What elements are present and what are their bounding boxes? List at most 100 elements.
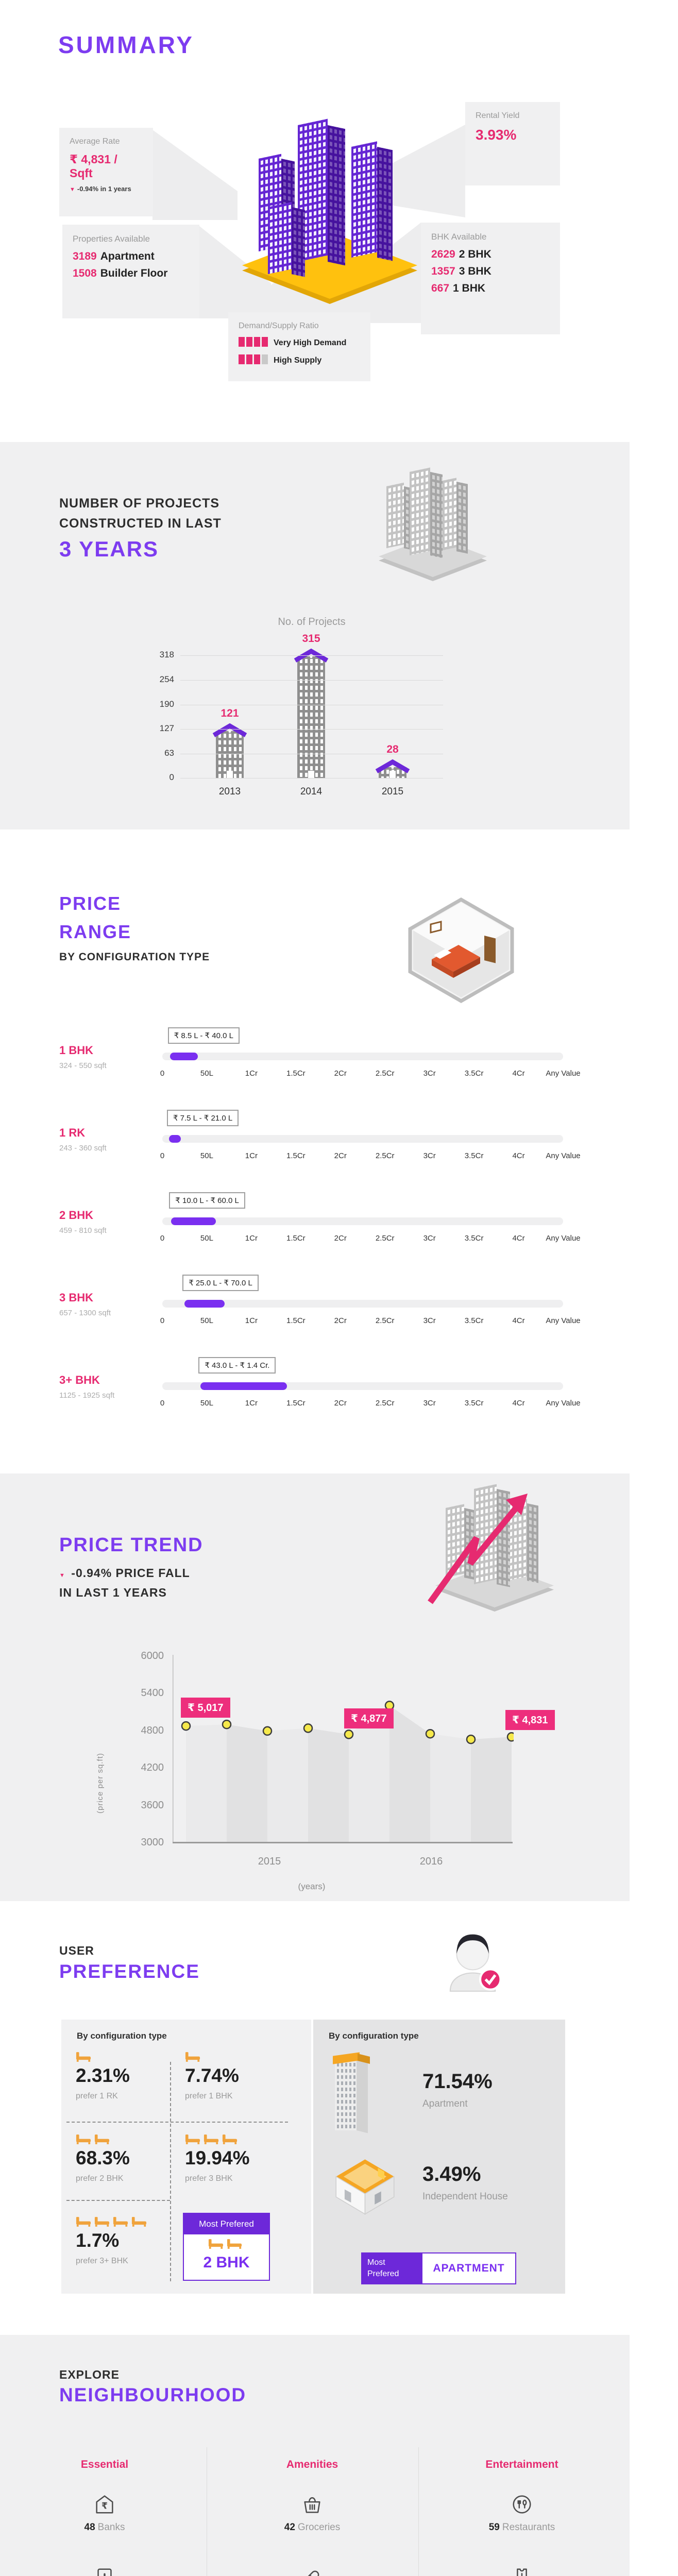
property-preference-panel: By configuration type 71.54% Apartment 3… <box>313 2020 565 2294</box>
supply-text: High Supply <box>274 356 322 365</box>
neighbourhood-item-banks: ₹ 48 Banks <box>4 2493 205 2533</box>
price-scale-label: 3.5Cr <box>464 1234 484 1243</box>
bed-icon <box>208 2239 224 2249</box>
neighbourhood-item-restaurants: 59 Restaurants <box>421 2493 622 2533</box>
price-scale-label: 50L <box>200 1399 213 1408</box>
building-bar <box>379 767 406 778</box>
price-range-slider[interactable] <box>162 1382 563 1390</box>
price-range-slider[interactable] <box>162 1135 563 1143</box>
ratio-block-filled <box>239 337 245 347</box>
pref-label: Apartment <box>422 2098 468 2109</box>
price-scale-label: 4Cr <box>512 1316 525 1325</box>
most-preferred-value: APARTMENT <box>421 2252 516 2284</box>
price-range-fill[interactable] <box>168 1135 181 1143</box>
price-scale-label: 50L <box>200 1234 213 1243</box>
x-tick-label: 2016 <box>419 1856 443 1867</box>
y-tick-label: 0 <box>169 772 174 782</box>
bed-icon <box>76 2052 91 2062</box>
neighbourhood-heading-line2: NEIGHBOURHOOD <box>59 2384 247 2405</box>
pref-cell-1rk: 2.31% prefer 1 RK <box>76 2052 130 2101</box>
x-tick-label: 2014 <box>300 786 323 797</box>
building-bar <box>216 731 244 778</box>
down-triangle-icon: ▼ <box>59 1572 65 1579</box>
price-scale-label: 3Cr <box>423 1151 436 1160</box>
price-range-tooltip: ₹ 25.0 L - ₹ 70.0 L <box>182 1275 259 1291</box>
bed-icon <box>185 2134 200 2145</box>
price-scale-label: 1.5Cr <box>286 1316 306 1325</box>
pref-cell-3bhk: 19.94% prefer 3 BHK <box>185 2134 250 2183</box>
config-type-label: 3+ BHK <box>59 1374 100 1386</box>
independent-house-stat: 3.49% Independent House <box>422 2163 508 2202</box>
price-scale-label: 1Cr <box>245 1399 258 1408</box>
bed-icons <box>185 2134 250 2147</box>
price-range-slider[interactable] <box>162 1053 563 1060</box>
bhk-count-row: 1357 3 BHK <box>431 265 491 277</box>
neighbourhood-item-hospital: 12Hospital <box>4 2566 205 2576</box>
price-scale-label: 1.5Cr <box>286 1151 306 1160</box>
ratio-block-filled <box>254 354 260 364</box>
price-range-row-3plusbhk: 3+ BHK 1125 - 1925 sqft ₹ 43.0 L - ₹ 1.4… <box>0 1354 630 1426</box>
price-scale-label: 0 <box>160 1151 165 1160</box>
property-count-row: 1508 Builder Floor <box>73 267 168 279</box>
movie-ticket-icon <box>517 2568 527 2576</box>
bank-icon: ₹ <box>96 2495 113 2514</box>
neighbourhood-section-background <box>0 2335 630 2576</box>
price-scale-label: 3Cr <box>423 1399 436 1408</box>
price-trend-subline2: IN LAST 1 YEARS <box>59 1586 167 1599</box>
pref-percent: 2.31% <box>76 2065 130 2086</box>
properties-available-card: Properties Available 3189 Apartment 1508 B… <box>62 225 199 318</box>
bed-icon <box>76 2134 91 2145</box>
price-scale-label: Any Value <box>546 1399 581 1408</box>
price-scale-label: 1.5Cr <box>286 1069 306 1078</box>
y-tick-label: 63 <box>164 748 174 758</box>
price-range-fill[interactable] <box>184 1300 225 1308</box>
most-preferred-badge: Most Prefered <box>184 2214 269 2234</box>
ratio-block-filled <box>262 337 268 347</box>
price-range-slider[interactable] <box>162 1217 563 1225</box>
price-range-tooltip: ₹ 43.0 L - ₹ 1.4 Cr. <box>198 1357 276 1374</box>
pref-percent: 71.54% <box>422 2070 493 2093</box>
price-scale-label: 4Cr <box>512 1069 525 1078</box>
bed-icon <box>94 2216 110 2227</box>
bhk-count-row: 667 1 BHK <box>431 282 486 294</box>
price-scale-label: 3Cr <box>423 1234 436 1243</box>
connector-shape <box>152 130 238 220</box>
gridline <box>180 728 443 730</box>
price-scale-label: 1Cr <box>245 1234 258 1243</box>
price-range-slider[interactable] <box>162 1300 563 1308</box>
column-title-amenities: Amenities <box>286 2459 338 2470</box>
apartment-stat: 71.54% Apartment <box>422 2070 493 2110</box>
growth-arrow-icon <box>428 1494 528 1604</box>
ratio-block-filled <box>239 354 245 364</box>
ratio-block-filled <box>254 337 260 347</box>
independent-house-icon <box>335 2159 395 2215</box>
rental-yield-card: Rental Yield 3.93% <box>465 102 560 185</box>
demand-supply-label: Demand/Supply Ratio <box>239 321 319 330</box>
config-sqft-label: 459 - 810 sqft <box>59 1226 107 1235</box>
supply-legend-row: High Supply <box>239 354 360 367</box>
bed-icons <box>185 2052 239 2065</box>
price-range-fill[interactable] <box>171 1217 216 1225</box>
bhk-available-label: BHK Available <box>431 232 487 242</box>
price-trend-subline1: -0.94% PRICE FALL <box>71 1566 190 1580</box>
bar-2013: 121 <box>211 655 249 778</box>
demand-supply-card: Demand/Supply Ratio Very High Demand Hig… <box>228 312 370 381</box>
price-range-fill[interactable] <box>170 1053 198 1060</box>
price-scale-label: 2Cr <box>334 1316 347 1325</box>
price-scale-label: 50L <box>200 1316 213 1325</box>
pref-label: prefer 1 RK <box>76 2092 118 2100</box>
ratio-block-filled <box>246 337 252 347</box>
pref-percent: 68.3% <box>76 2147 130 2168</box>
price-scale-label: 3.5Cr <box>464 1399 484 1408</box>
ratio-block-filled <box>246 354 252 364</box>
price-scale-label: 3.5Cr <box>464 1069 484 1078</box>
summary-title: SUMMARY <box>58 31 194 58</box>
bed-icons <box>76 2216 150 2230</box>
y-axis-label: (price per sq.ft) <box>96 1753 105 1814</box>
bed-icon <box>222 2134 238 2145</box>
price-scale-label: 2Cr <box>334 1151 347 1160</box>
price-range-fill[interactable] <box>200 1382 287 1390</box>
price-scale-label: 50L <box>200 1151 213 1160</box>
user-check-icon <box>449 1934 502 1992</box>
property-count-row: 3189 Apartment <box>73 250 155 262</box>
